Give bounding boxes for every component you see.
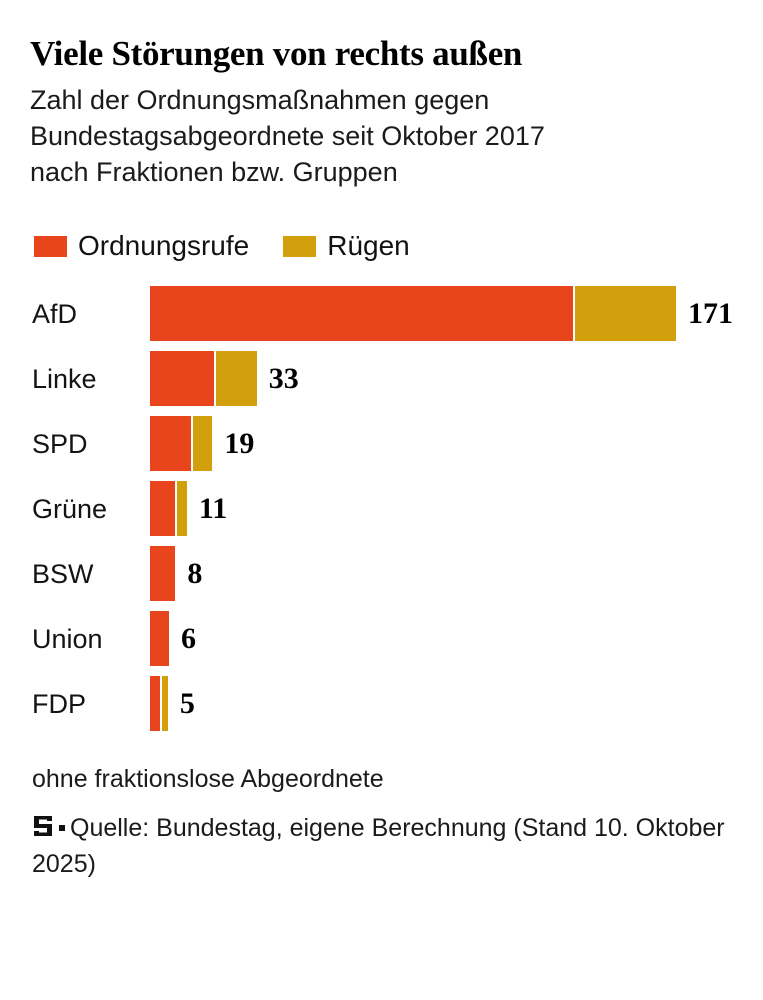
bar-value-label: 6 <box>181 621 197 655</box>
sz-bullet-icon <box>59 825 65 831</box>
chart-source: Quelle: Bundestag, eigene Berechnung (St… <box>30 811 733 881</box>
page-title: Viele Störungen von rechts außen <box>30 34 523 73</box>
bar-row: AfD 171 <box>30 286 733 341</box>
bar-value-label: 5 <box>179 686 195 720</box>
chart-legend: Ordnungsrufe Rügen <box>30 232 733 260</box>
bar-track: 8 <box>150 546 733 601</box>
subtitle-line-3: nach Fraktionen bzw. Gruppen <box>30 157 398 187</box>
source-text: Quelle: Bundestag, eigene Berechnung (St… <box>32 814 725 878</box>
bar-track: 5 <box>150 676 733 731</box>
bar-value-label: 8 <box>187 556 203 590</box>
bar-row: Linke 33 <box>30 351 733 406</box>
bar-segment-rügen <box>177 481 187 536</box>
bar-row: BSW 8 <box>30 546 733 601</box>
bar-segment-ordnungsrufe <box>150 351 214 406</box>
bar-track: 11 <box>150 481 733 536</box>
legend-item-ruegen: Rügen <box>283 232 410 260</box>
bar-value-label: 33 <box>268 361 299 395</box>
legend-item-ordnungsrufe: Ordnungsrufe <box>34 232 249 260</box>
bar-segment-rügen <box>215 351 257 406</box>
bar-segment-ordnungsrufe <box>150 546 176 601</box>
stacked-bar-chart: AfD 171 Linke 33 SPD 19 Grüne 11 BSW 8 Union 6 FDP 5 <box>30 286 733 731</box>
bar-row: Union 6 <box>30 611 733 666</box>
bar-track: 171 <box>150 286 733 341</box>
bar-category-label: FDP <box>32 688 86 719</box>
bar-value-label: 11 <box>198 491 228 525</box>
bar-row: Grüne 11 <box>30 481 733 536</box>
legend-label-ruegen: Rügen <box>327 230 410 261</box>
subtitle-line-2: Bundestagsabgeordnete seit Oktober 2017 <box>30 121 545 151</box>
bar-value-label: 171 <box>688 296 733 330</box>
bar-segment-ordnungsrufe <box>150 286 573 341</box>
chart-footnote: ohne fraktionslose Abgeordnete <box>32 765 384 793</box>
bar-segment-ordnungsrufe <box>150 611 170 666</box>
bar-segment-rügen <box>574 286 676 341</box>
legend-swatch-ordnungsrufe <box>34 235 67 257</box>
bar-segment-rügen <box>193 416 213 471</box>
legend-label-ordnungsrufe: Ordnungsrufe <box>78 230 250 261</box>
bar-segment-ordnungsrufe <box>150 481 176 536</box>
bar-row: FDP 5 <box>30 676 733 731</box>
bar-category-label: AfD <box>32 298 78 329</box>
bar-category-label: Grüne <box>32 493 108 524</box>
bar-row: SPD 19 <box>30 416 733 471</box>
bar-category-label: BSW <box>32 558 94 589</box>
page-subtitle: Zahl der Ordnungsmaßnahmen gegen Bundest… <box>30 74 730 190</box>
bar-category-label: SPD <box>32 428 88 459</box>
bar-category-label: Union <box>32 623 103 654</box>
bar-track: 19 <box>150 416 733 471</box>
legend-swatch-ruegen <box>283 235 317 257</box>
sz-logo-icon <box>32 813 54 847</box>
bar-value-label: 19 <box>224 426 255 460</box>
bar-segment-ordnungsrufe <box>150 416 192 471</box>
bar-track: 6 <box>150 611 733 666</box>
bar-segment-rügen <box>161 676 168 731</box>
bar-track: 33 <box>150 351 733 406</box>
subtitle-line-1: Zahl der Ordnungsmaßnahmen gegen <box>30 85 490 115</box>
bar-category-label: Linke <box>32 363 97 394</box>
bar-segment-ordnungsrufe <box>150 676 160 731</box>
